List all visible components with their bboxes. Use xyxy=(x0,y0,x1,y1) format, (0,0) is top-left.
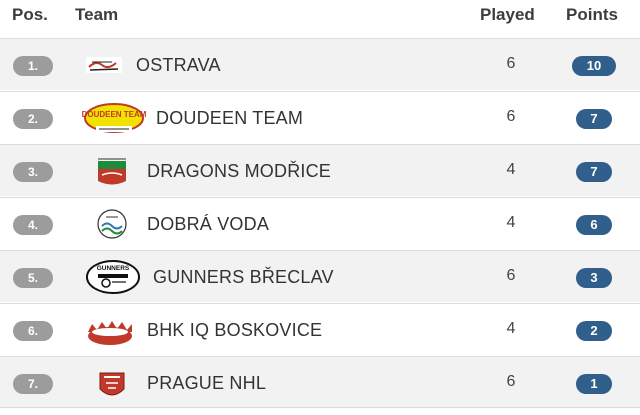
team-name[interactable]: GUNNERS BŘECLAV xyxy=(153,267,334,287)
standings-header: Pos. Team Played Points xyxy=(0,0,640,32)
svg-text:GUNNERS: GUNNERS xyxy=(97,265,130,272)
team-name[interactable]: PRAGUE NHL xyxy=(147,373,267,393)
points-badge: 3 xyxy=(576,268,612,288)
gunners-breclav-logo: GUNNERS xyxy=(84,257,142,297)
team-name[interactable]: DOUDEEN TEAM xyxy=(156,108,304,128)
played-count: 6 xyxy=(506,267,516,284)
team-name[interactable]: DOBRÁ VODA xyxy=(147,214,270,234)
bhk-iq-boskovice-logo xyxy=(84,310,136,350)
header-points: Points xyxy=(566,5,618,24)
points-badge: 7 xyxy=(576,109,612,129)
table-row[interactable]: 1. OSTRAVA 6 10 xyxy=(0,38,640,90)
points-badge: 10 xyxy=(572,56,616,76)
played-count: 6 xyxy=(506,108,516,125)
table-row[interactable]: 5. GUNNERS GUNNERS BŘECLAV 6 3 xyxy=(0,250,640,302)
team-name[interactable]: OSTRAVA xyxy=(136,55,221,75)
points-badge: 1 xyxy=(576,374,612,394)
header-played: Played xyxy=(480,5,535,24)
table-row[interactable]: 2. DOUDEEN TEAM DOUDEEN TEAM 6 7 xyxy=(0,91,640,143)
team-name[interactable]: BHK IQ BOSKOVICE xyxy=(147,320,323,340)
position-badge: 6. xyxy=(13,321,53,341)
played-count: 6 xyxy=(506,55,516,72)
played-count: 4 xyxy=(506,161,516,178)
points-badge: 7 xyxy=(576,162,612,182)
position-badge: 2. xyxy=(13,109,53,129)
svg-text:DOUDEEN TEAM: DOUDEEN TEAM xyxy=(82,110,146,119)
dragons-modrice-logo xyxy=(90,151,134,191)
ostrava-logo xyxy=(82,45,126,85)
played-count: 4 xyxy=(506,214,516,231)
position-badge: 5. xyxy=(13,268,53,288)
team-name[interactable]: DRAGONS MODŘICE xyxy=(147,161,332,181)
position-badge: 3. xyxy=(13,162,53,182)
position-badge: 1. xyxy=(13,56,53,76)
points-badge: 2 xyxy=(576,321,612,341)
dobra-voda-logo xyxy=(90,204,134,244)
table-row[interactable]: 6. BHK IQ BOSKOVICE 4 2 xyxy=(0,303,640,355)
table-row[interactable]: 3. DRAGONS MODŘICE 4 7 xyxy=(0,144,640,196)
position-badge: 7. xyxy=(13,374,53,394)
table-row[interactable]: 4. DOBRÁ VODA 4 6 xyxy=(0,197,640,249)
played-count: 6 xyxy=(506,373,516,390)
header-position: Pos. xyxy=(12,5,48,24)
header-team: Team xyxy=(75,5,119,24)
points-badge: 6 xyxy=(576,215,612,235)
position-badge: 4. xyxy=(13,215,53,235)
prague-nhl-logo xyxy=(90,363,134,403)
played-count: 4 xyxy=(506,320,516,337)
table-row[interactable]: 7. PRAGUE NHL 6 1 xyxy=(0,356,640,408)
doudeen-team-logo: DOUDEEN TEAM xyxy=(82,98,147,138)
